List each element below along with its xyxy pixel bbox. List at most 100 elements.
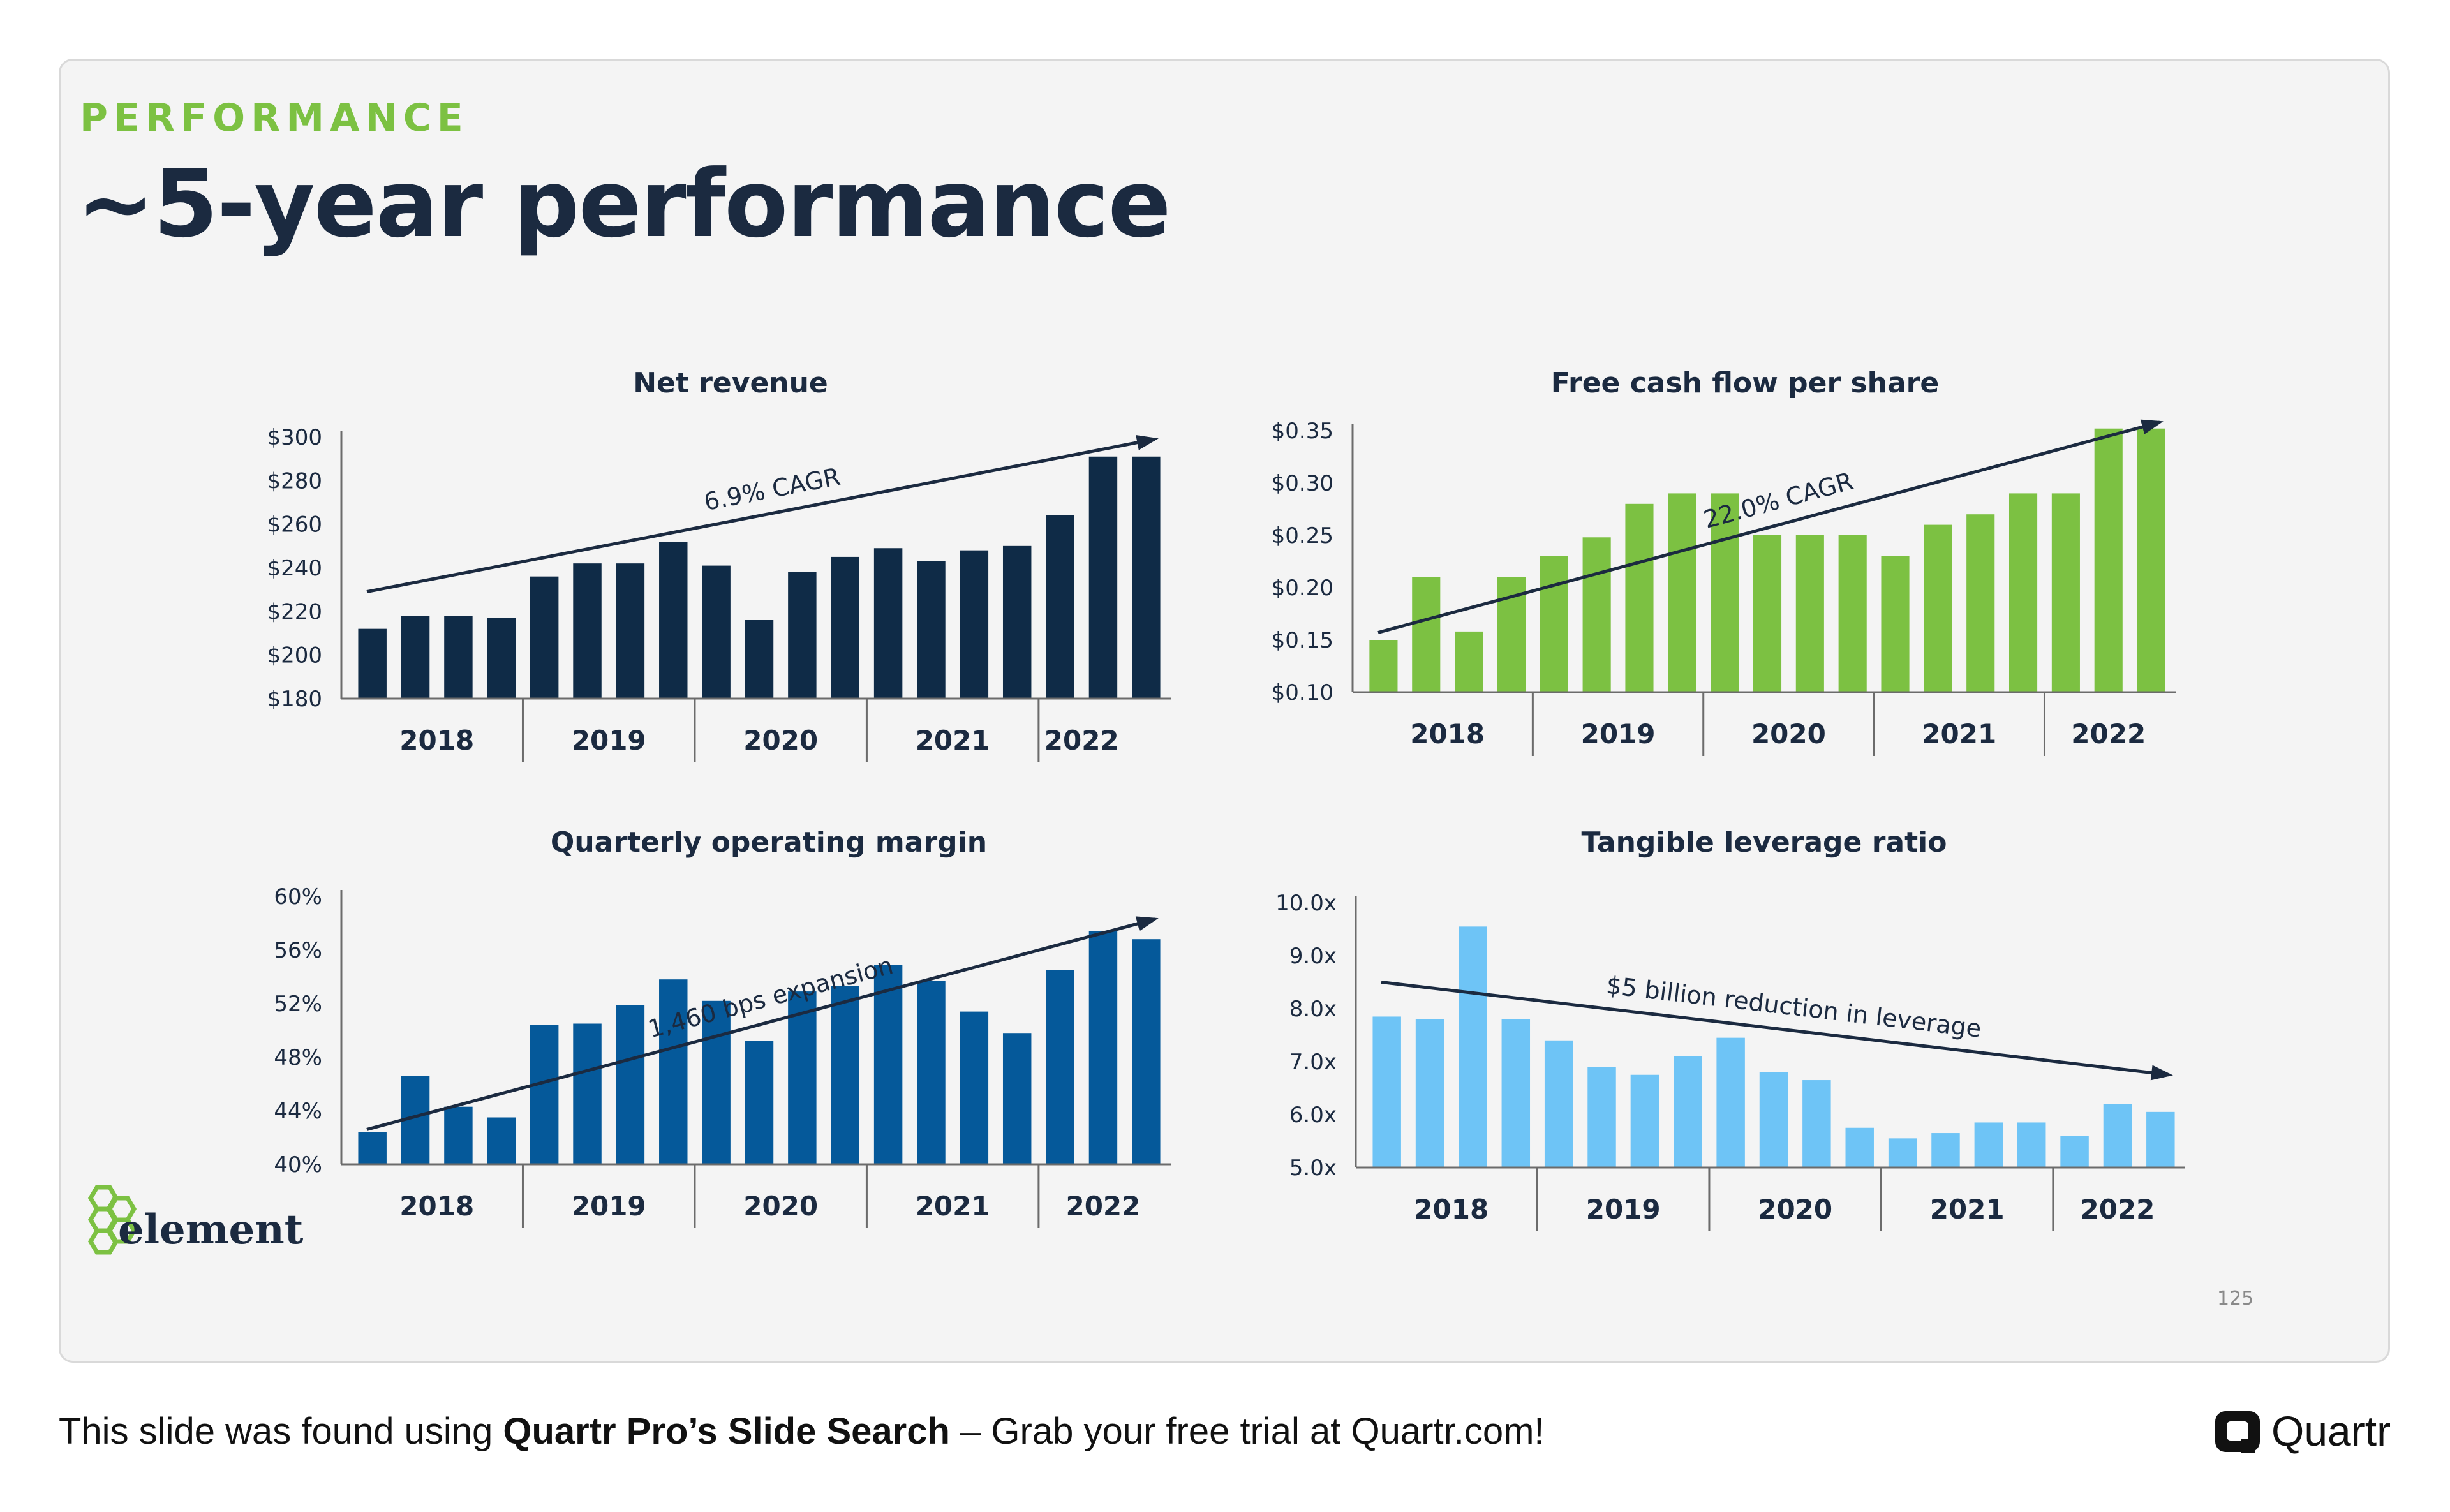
y-tick-label: 60% [274,884,322,910]
operating-margin-chart: Quarterly operating margin 60% 56% 52% 48% 44… [274,826,1171,1228]
x-tick-label: 2020 [743,725,818,756]
x-tick-label: 2020 [1758,1194,1832,1225]
bar [444,1106,473,1164]
brand-wordmark: element [118,1206,304,1254]
bar [2051,493,2080,692]
y-tick-label: $0.20 [1272,575,1333,601]
bar [1501,1019,1531,1167]
x-tick-label: 2020 [743,1190,818,1222]
x-tick-label: 2019 [1581,718,1656,750]
bar [2137,428,2165,692]
page-title: ~5-year performance [77,150,1171,258]
bar [917,561,946,699]
y-tick-label: $180 [267,686,322,712]
x-tick-label: 2021 [1930,1194,2005,1225]
bar [1711,493,1739,692]
y-tick-label: 9.0x [1289,944,1337,969]
page-number: 125 [2217,1287,2254,1310]
bar [487,1117,516,1164]
bar [831,556,859,699]
bar [1088,456,1118,699]
trend-arrow-head [2150,1065,2173,1081]
bar [1966,514,1995,692]
bar [530,576,559,699]
bar [616,563,645,699]
bar [1582,537,1611,692]
x-tick-label: 2021 [916,1190,990,1222]
bar [1455,631,1483,692]
chart-title: Tangible leverage ratio [1582,826,1947,859]
bar [1931,1133,1960,1167]
x-tick-label: 2021 [916,725,990,756]
bar [1369,640,1398,692]
x-tick-label: 2019 [572,725,646,756]
element-logo-icon [87,1185,137,1255]
bar [960,1011,989,1164]
y-tick-label: 7.0x [1289,1049,1337,1075]
y-tick-label: $0.10 [1272,680,1333,706]
bar [1668,493,1696,692]
x-tick-label: 2022 [2071,718,2146,750]
y-tick-label: 5.0x [1289,1155,1337,1181]
y-tick-label: $200 [267,643,322,669]
bar [659,542,688,699]
y-tick-label: 10.0x [1275,891,1337,916]
y-tick-label: 56% [274,938,322,963]
bar [1630,1074,1659,1167]
bar [358,628,387,699]
bar [1132,456,1161,699]
section-kicker: PERFORMANCE [80,96,469,140]
trend-annotation: 6.9% CAGR [702,463,843,516]
bar [401,616,430,699]
chart-title: Free cash flow per share [1551,367,1939,399]
trend-arrow [366,917,1155,1131]
bar [1881,556,1910,692]
bar [1716,1037,1745,1167]
y-tick-label: $0.25 [1272,523,1333,549]
trend-arrow-head [1135,916,1159,931]
x-tick-label: 2022 [1065,1190,1140,1222]
y-tick-label: $280 [267,468,322,494]
bar [1625,503,1654,692]
y-tick-label: $240 [267,556,322,581]
bar [2094,428,2123,692]
leverage-ratio-chart: Tangible leverage ratio 10.0x 9.0x 8.0x 7.0x… [1275,826,2185,1231]
trend-arrow [1381,981,2170,1077]
bar [2103,1104,2132,1167]
bar [1544,1040,1573,1167]
bar [1759,1072,1788,1167]
bar [530,1025,559,1164]
y-tick-label: 40% [274,1152,322,1178]
bar [573,1023,602,1164]
y-tick-label: $0.30 [1272,471,1333,496]
bar [788,572,817,699]
bar [1046,970,1074,1164]
bar [2017,1122,2046,1167]
x-tick-label: 2018 [399,725,474,756]
bar [2146,1111,2175,1167]
bar [444,616,473,699]
footer-suffix: – Grab your free trial at Quartr.com! [949,1411,1545,1452]
bar [1412,577,1441,692]
bar [573,563,602,699]
bar [1415,1019,1444,1167]
x-tick-label: 2018 [1414,1194,1489,1225]
y-tick-label: $300 [267,425,322,450]
x-tick-label: 2018 [399,1190,474,1222]
x-tick-label: 2019 [1586,1194,1661,1225]
bar [831,986,859,1164]
y-tick-label: 6.0x [1289,1102,1337,1128]
chart-title: Quarterly operating margin [551,826,987,859]
x-tick-label: 2021 [1922,718,1996,750]
bar [745,1041,774,1164]
y-tick-label: 8.0x [1289,997,1337,1022]
bar [1802,1080,1831,1167]
trend-arrow [1377,420,2160,634]
bar [2060,1136,2089,1167]
bar [702,1000,731,1164]
quartr-wordmark: Quartr [2271,1407,2391,1455]
bar [1540,556,1568,692]
footer-prefix: This slide was found using [59,1411,503,1452]
bar [487,618,516,699]
bar [1132,939,1161,1164]
